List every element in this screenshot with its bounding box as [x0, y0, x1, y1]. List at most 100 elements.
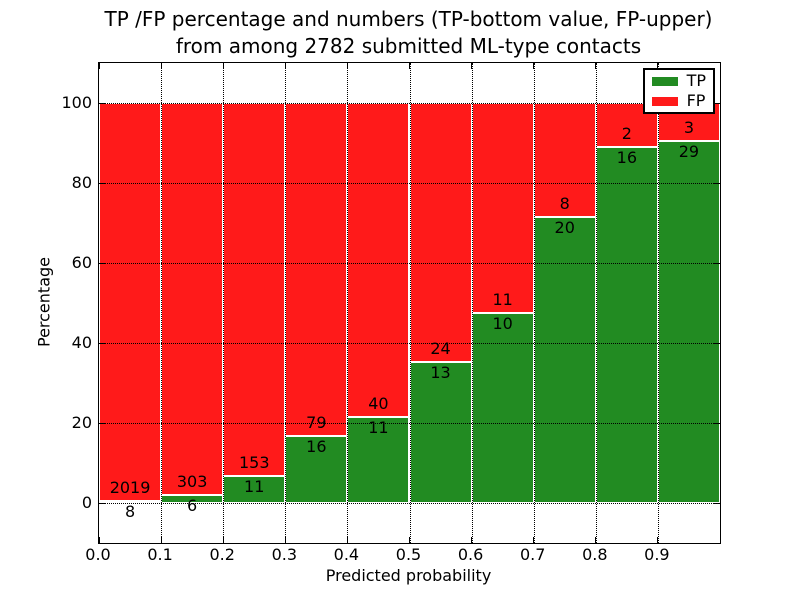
chart-title-line1: TP /FP percentage and numbers (TP-bottom…: [104, 7, 713, 31]
x-tick-mark: [657, 537, 659, 543]
x-tick-mark: [409, 63, 410, 69]
legend-label: TP: [686, 71, 706, 90]
x-tick-mark: [595, 537, 597, 543]
tp-count-label: 16: [616, 148, 638, 168]
bar-group: [285, 103, 348, 503]
v-gridline: [657, 63, 659, 543]
bar-fp-segment: [347, 103, 410, 417]
bar-tp-segment: [595, 147, 658, 503]
x-tick-label: 0.8: [582, 545, 608, 564]
x-tick-label: 0.7: [519, 545, 546, 564]
v-gridline: [223, 63, 225, 543]
v-gridline: [161, 63, 163, 543]
x-tick-mark: [160, 63, 162, 69]
fp-count-label: 40: [368, 393, 389, 413]
y-tick-label: 0: [81, 492, 92, 512]
bar-tp-segment: [471, 312, 534, 503]
y-tick-label: 100: [61, 92, 92, 112]
x-tick-label: 0.6: [457, 545, 484, 564]
tp-count-label: 20: [554, 218, 575, 238]
fp-count-label: 303: [176, 472, 208, 492]
y-tick-label: 20: [71, 412, 92, 432]
tp-count-label: 6: [187, 496, 198, 516]
y-tick-label: 40: [71, 332, 92, 352]
fp-count-label: 2019: [109, 478, 151, 498]
x-tick-mark: [346, 63, 348, 69]
y-tick-mark: [99, 342, 105, 344]
chart-title: TP /FP percentage and numbers (TP-bottom…: [98, 6, 719, 60]
legend-label: FP: [686, 91, 706, 110]
fp-legend-swatch: [651, 96, 678, 106]
v-gridline: [471, 63, 473, 543]
x-tick-label: 0.9: [644, 545, 670, 564]
x-tick-mark: [657, 63, 659, 69]
bar-group: [347, 103, 410, 503]
x-tick-mark: [719, 63, 721, 69]
x-tick-mark: [222, 63, 224, 69]
x-tick-mark: [222, 537, 224, 543]
plot-area: TP FP 2019 8 303 6 153 11 79 16 40 11 24 13 11 10 8 20 2 1…: [98, 62, 721, 544]
x-axis-label: Predicted probability: [325, 566, 492, 585]
bar-group: [409, 103, 472, 503]
bar-tp-segment: [657, 140, 720, 503]
v-gridline: [533, 63, 535, 543]
fp-count-label: 153: [238, 453, 270, 473]
x-tick-label: 0.1: [147, 545, 173, 564]
x-tick-mark: [533, 63, 535, 69]
y-tick-mark: [99, 102, 105, 104]
tp-count-label: 29: [678, 141, 700, 161]
x-tick-label: 0.2: [209, 545, 235, 564]
bar-tp-segment: [533, 217, 596, 503]
bar-fp-segment: [99, 103, 162, 502]
fp-count-label: 2: [621, 124, 632, 144]
x-tick-label: 0.3: [271, 545, 298, 564]
x-tick-mark: [471, 63, 473, 69]
bar-fp-segment: [471, 103, 534, 313]
bar-group: [99, 103, 162, 504]
bar-group: [161, 103, 224, 503]
tp-count-label: 13: [430, 363, 451, 383]
bar-group: [533, 103, 596, 503]
fp-count-label: 24: [430, 339, 451, 359]
bar-fp-segment: [161, 103, 224, 496]
x-tick-label: 0.5: [395, 545, 422, 564]
fp-count-label: 79: [306, 412, 327, 432]
y-tick-mark: [99, 182, 105, 184]
v-gridline: [285, 63, 287, 543]
bar-tp-segment: [347, 416, 410, 503]
x-tick-mark: [98, 537, 100, 543]
y-tick-mark: [714, 422, 720, 424]
y-tick-mark: [714, 102, 720, 104]
x-tick-label: 0.4: [333, 545, 360, 564]
x-tick-mark: [98, 63, 100, 69]
x-tick-label: 0.0: [85, 545, 111, 564]
bar-group: [223, 103, 286, 503]
fp-count-label: 8: [559, 194, 570, 214]
legend-row: FP: [651, 91, 706, 110]
bar-fp-segment: [223, 103, 286, 477]
bar-tp-segment: [99, 501, 162, 504]
bar-tp-segment: [409, 362, 472, 503]
y-tick-label: 80: [71, 172, 92, 192]
x-tick-mark: [533, 537, 535, 543]
bar-tp-segment: [223, 476, 286, 503]
tp-count-label: 11: [368, 417, 389, 437]
v-gridline: [347, 63, 349, 543]
bar-fp-segment: [409, 103, 472, 363]
bar-fp-segment: [285, 103, 348, 436]
x-tick-mark: [471, 537, 473, 543]
x-tick-mark: [284, 537, 286, 543]
bar-tp-segment: [285, 435, 348, 503]
fp-count-label: 11: [492, 289, 513, 309]
tp-count-label: 10: [492, 313, 513, 333]
y-tick-mark: [714, 262, 720, 264]
v-gridline: [595, 63, 597, 543]
y-tick-mark: [99, 502, 105, 504]
bar-group: [657, 103, 720, 503]
y-tick-mark: [99, 422, 105, 424]
legend: TP FP: [642, 68, 715, 114]
x-tick-mark: [409, 537, 410, 543]
tp-count-label: 8: [124, 502, 136, 522]
y-tick-label: 60: [71, 252, 92, 272]
